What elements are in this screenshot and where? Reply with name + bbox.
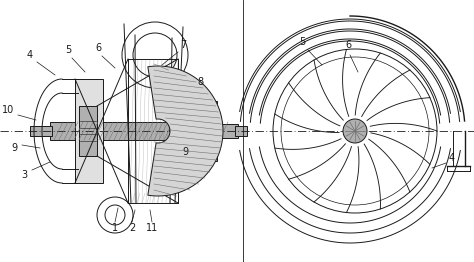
Text: 3: 3: [21, 170, 27, 180]
Bar: [193, 101, 217, 161]
Bar: [235, 126, 247, 136]
Text: 11: 11: [146, 223, 158, 233]
Bar: [220, 124, 238, 138]
Text: 6: 6: [95, 43, 101, 53]
Text: 2: 2: [129, 223, 135, 233]
Text: 4: 4: [449, 153, 455, 163]
Text: 8: 8: [197, 77, 203, 87]
Text: 5: 5: [65, 45, 71, 55]
Text: 4: 4: [27, 50, 33, 60]
Text: 5: 5: [299, 37, 305, 47]
Bar: [30, 126, 52, 136]
Bar: [75, 79, 103, 183]
Text: 7: 7: [180, 40, 186, 50]
Bar: [79, 106, 97, 156]
Text: 9: 9: [11, 143, 17, 153]
Text: 6: 6: [345, 40, 351, 50]
Text: 9: 9: [182, 147, 188, 157]
Bar: [197, 109, 213, 153]
Text: 10: 10: [2, 105, 14, 115]
Circle shape: [343, 119, 367, 143]
Bar: [50, 122, 220, 140]
Polygon shape: [148, 66, 223, 196]
Text: 1: 1: [112, 223, 118, 233]
